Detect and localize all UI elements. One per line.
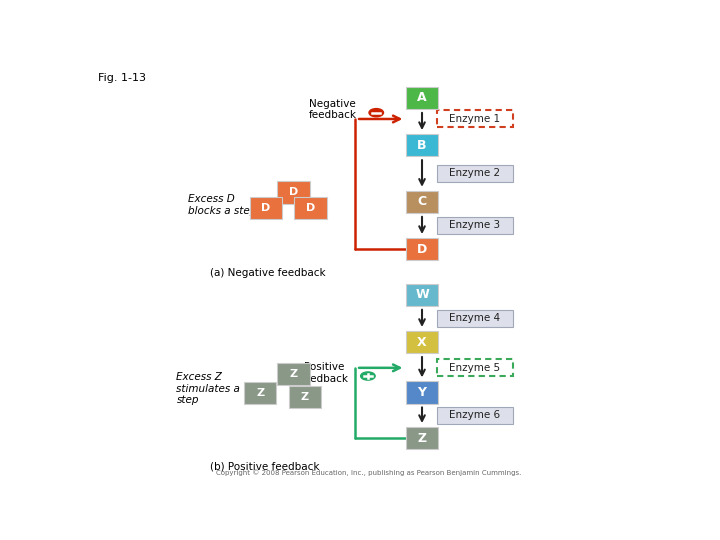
FancyBboxPatch shape xyxy=(277,363,310,386)
Text: Enzyme 3: Enzyme 3 xyxy=(449,220,500,231)
Text: D: D xyxy=(306,203,315,213)
Text: Enzyme 6: Enzyme 6 xyxy=(449,410,500,421)
Text: Z: Z xyxy=(256,388,264,398)
Text: W: W xyxy=(415,288,429,301)
Text: Enzyme 4: Enzyme 4 xyxy=(449,313,500,323)
Text: C: C xyxy=(418,195,426,208)
FancyBboxPatch shape xyxy=(437,310,513,327)
Text: Enzyme 1: Enzyme 1 xyxy=(449,114,500,124)
FancyBboxPatch shape xyxy=(406,87,438,109)
Text: X: X xyxy=(417,335,427,348)
FancyBboxPatch shape xyxy=(244,382,276,404)
Text: D: D xyxy=(289,187,298,198)
FancyBboxPatch shape xyxy=(406,427,438,449)
Text: B: B xyxy=(418,139,427,152)
Text: Positive
feedback: Positive feedback xyxy=(300,362,348,383)
FancyBboxPatch shape xyxy=(437,165,513,182)
Text: A: A xyxy=(417,91,427,104)
FancyBboxPatch shape xyxy=(250,197,282,219)
Text: Copyright © 2008 Pearson Education, Inc., publishing as Pearson Benjamin Cumming: Copyright © 2008 Pearson Education, Inc.… xyxy=(216,469,522,476)
FancyBboxPatch shape xyxy=(406,381,438,403)
FancyBboxPatch shape xyxy=(437,407,513,424)
Text: Z: Z xyxy=(301,392,309,402)
Circle shape xyxy=(369,109,384,117)
Text: (b) Positive feedback: (b) Positive feedback xyxy=(210,461,320,471)
FancyBboxPatch shape xyxy=(406,284,438,306)
Text: Y: Y xyxy=(418,386,426,399)
Text: Enzyme 5: Enzyme 5 xyxy=(449,363,500,373)
FancyBboxPatch shape xyxy=(437,359,513,376)
FancyBboxPatch shape xyxy=(406,238,438,260)
Text: Enzyme 2: Enzyme 2 xyxy=(449,168,500,179)
FancyBboxPatch shape xyxy=(277,181,310,204)
Circle shape xyxy=(361,372,375,380)
FancyBboxPatch shape xyxy=(406,191,438,213)
FancyBboxPatch shape xyxy=(406,331,438,353)
Text: Fig. 1-13: Fig. 1-13 xyxy=(99,73,146,83)
Text: D: D xyxy=(417,242,427,255)
Text: Excess D
blocks a step: Excess D blocks a step xyxy=(188,194,256,216)
Text: Negative
feedback: Negative feedback xyxy=(309,99,356,120)
Text: Z: Z xyxy=(418,431,426,444)
Text: Z: Z xyxy=(289,369,298,379)
FancyBboxPatch shape xyxy=(406,134,438,156)
FancyBboxPatch shape xyxy=(437,217,513,234)
Text: (a) Negative feedback: (a) Negative feedback xyxy=(210,268,325,278)
FancyBboxPatch shape xyxy=(437,111,513,127)
Text: Excess Z
stimulates a
step: Excess Z stimulates a step xyxy=(176,372,240,405)
Text: D: D xyxy=(261,203,271,213)
FancyBboxPatch shape xyxy=(294,197,327,219)
FancyBboxPatch shape xyxy=(289,386,321,408)
